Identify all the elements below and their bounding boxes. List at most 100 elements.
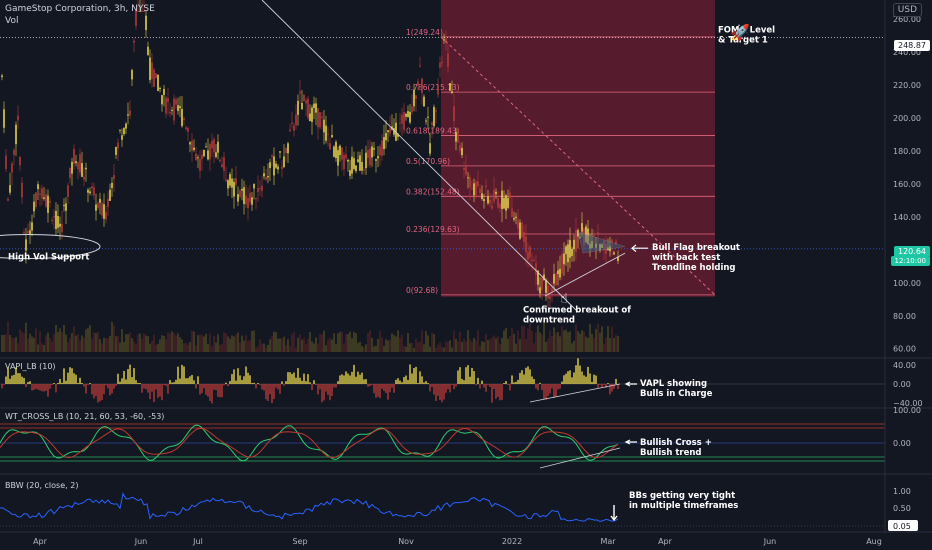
volume-bar xyxy=(239,342,241,352)
candle-body xyxy=(569,240,571,258)
volume-bar xyxy=(459,331,461,352)
symbol-title: GameStop Corporation, 3h, NYSE xyxy=(5,4,155,14)
vapi-bar xyxy=(311,384,313,391)
vapi-bar xyxy=(227,384,229,387)
volume-bar xyxy=(603,343,605,352)
vapi-bar xyxy=(163,384,165,385)
volume-bar xyxy=(393,335,395,352)
volume-bar xyxy=(509,335,511,352)
vapi-bar xyxy=(81,383,83,384)
candle-body xyxy=(125,123,127,129)
volume-bar xyxy=(581,330,583,352)
vapi-bar xyxy=(123,370,125,384)
candle-body xyxy=(15,124,17,145)
candle-body xyxy=(59,223,61,227)
candle-body xyxy=(477,181,479,186)
vapi-bar xyxy=(117,373,119,384)
vapi-bar xyxy=(495,384,497,399)
volume-bar xyxy=(77,334,79,352)
candle-body xyxy=(275,163,277,168)
vapi-bar xyxy=(571,377,573,384)
candle-body xyxy=(469,176,471,188)
candle-body xyxy=(397,134,399,137)
volume-bar xyxy=(413,347,415,352)
vapi-bar xyxy=(43,384,45,392)
volume-bar xyxy=(65,334,67,352)
candle-body xyxy=(79,154,81,173)
volume-bar xyxy=(411,342,413,352)
vapi-bar xyxy=(61,382,63,384)
candle-body xyxy=(211,140,213,149)
candle-body xyxy=(331,135,333,138)
candle-body xyxy=(565,246,567,255)
candle-body xyxy=(337,150,339,166)
vapi-bar xyxy=(189,376,191,384)
vapi-bar xyxy=(55,384,57,393)
volume-bar xyxy=(387,340,389,352)
volume-bar xyxy=(11,337,13,352)
candle-body xyxy=(187,128,189,132)
price-tick-label: 240.00 xyxy=(893,48,921,57)
candle-body xyxy=(421,78,423,94)
candle-body xyxy=(313,103,315,108)
bbw-annotation: BBs getting very tight in multiple timefr… xyxy=(629,491,738,511)
candle-body xyxy=(517,219,519,229)
vapi-bar xyxy=(75,374,77,384)
volume-bar xyxy=(489,339,491,352)
volume-bar xyxy=(229,338,231,352)
candle-body xyxy=(93,187,95,196)
candle-body xyxy=(541,277,543,290)
volume-bar xyxy=(249,339,251,352)
vapi-bar xyxy=(615,378,617,384)
candle-body xyxy=(543,274,545,281)
vapi-bar xyxy=(249,375,251,384)
volume-bar xyxy=(385,339,387,352)
volume-bar xyxy=(357,343,359,352)
volume-bar xyxy=(561,326,563,352)
projection-line xyxy=(440,36,716,296)
candle-body xyxy=(203,149,205,157)
candle-body xyxy=(41,188,43,199)
candle-body xyxy=(175,99,177,105)
vapi-bar xyxy=(375,384,377,398)
vapi-bar xyxy=(137,383,139,384)
candle-body xyxy=(181,108,183,127)
candle-body xyxy=(473,183,475,196)
volume-bar xyxy=(323,330,325,352)
candle-body xyxy=(407,111,409,118)
volume-bar xyxy=(93,332,95,352)
vapi-bar xyxy=(553,384,555,398)
candle-body xyxy=(537,270,539,285)
volume-bar xyxy=(9,334,11,352)
candle-body xyxy=(163,89,165,95)
vapi-bar xyxy=(399,380,401,384)
candle-body xyxy=(291,122,293,124)
volume-bar xyxy=(511,328,513,352)
vapi-annotation: VAPL showing Bulls in Charge xyxy=(640,379,713,399)
vapi-bar xyxy=(445,384,447,393)
vapi-bar xyxy=(377,384,379,397)
vapi-bar xyxy=(303,373,305,384)
vapi-bar xyxy=(523,374,525,384)
volume-bar xyxy=(151,340,153,352)
vapi-bar xyxy=(417,383,419,384)
candle-body xyxy=(453,106,455,122)
volume-bar xyxy=(75,335,77,352)
vapi-bar xyxy=(505,381,507,384)
vapi-bar xyxy=(207,384,209,397)
vapi-bar xyxy=(95,384,97,397)
candle-body xyxy=(269,162,271,169)
candle-body xyxy=(189,142,191,145)
currency-badge[interactable]: USD xyxy=(892,3,922,17)
vapi-bar xyxy=(71,368,73,384)
volume-bar xyxy=(481,341,483,352)
volume-bar xyxy=(237,332,239,352)
candle-body xyxy=(443,39,445,41)
vapi-bar xyxy=(435,384,437,401)
vapi-bar xyxy=(1,384,3,389)
vapi-bar xyxy=(545,384,547,400)
candle-body xyxy=(183,118,185,121)
volume-bar xyxy=(343,343,345,352)
vapi-bar xyxy=(607,383,609,384)
